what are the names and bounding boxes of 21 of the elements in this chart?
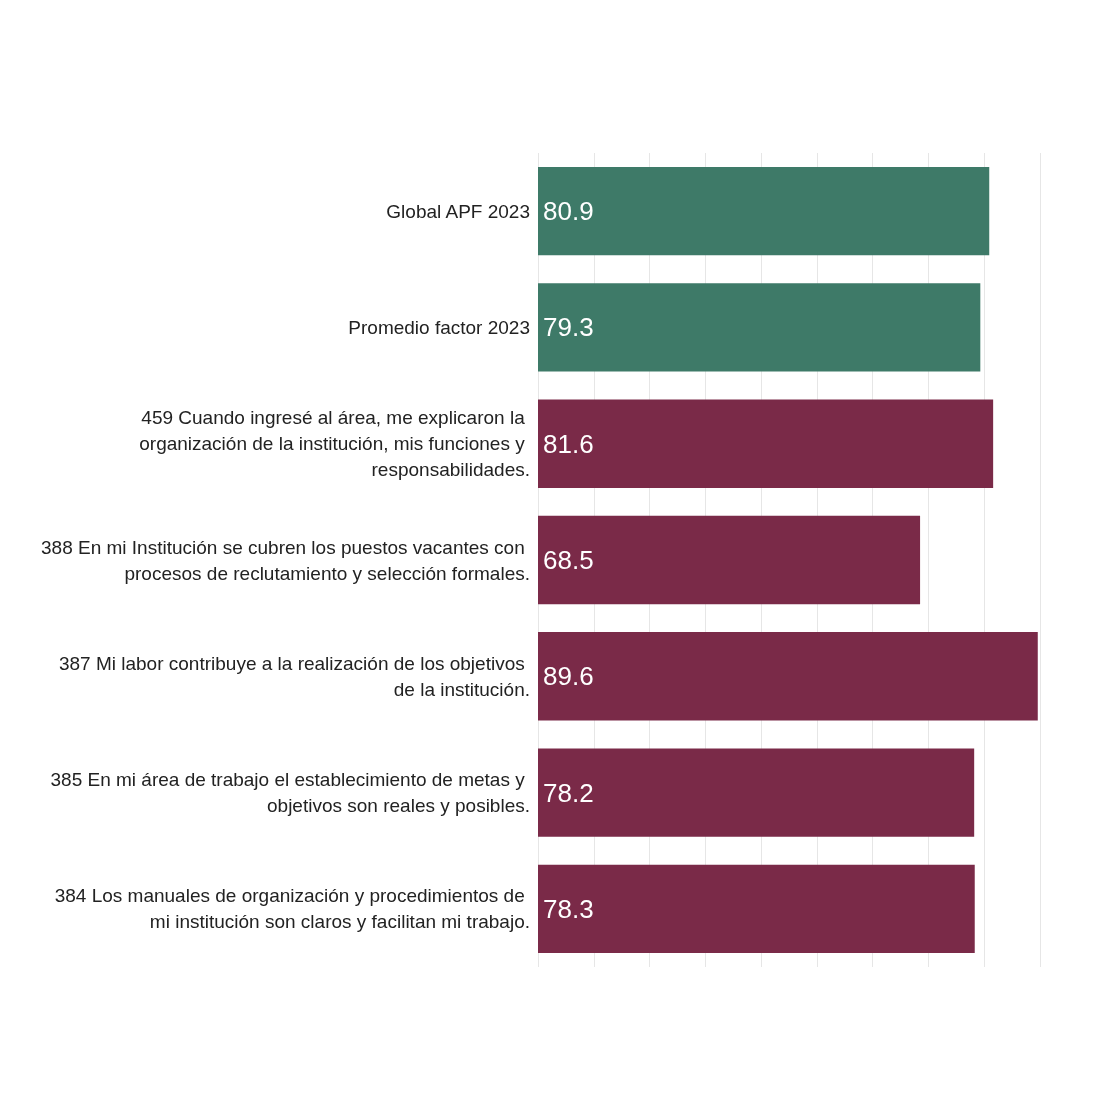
bar	[538, 515, 921, 605]
bar	[538, 632, 1038, 721]
y-tick-label: 384 Los manuales de organización y procedimientos de mi institución son claros y facilitan mi trabajo.	[54, 885, 530, 933]
data-label: 81.6	[543, 428, 594, 459]
y-tick-label: 388 En mi Institución se cubren los puestos vacantes con procesos de reclutamiento y selección formales.	[41, 536, 530, 584]
bar	[538, 166, 990, 256]
y-tick-label: 385 En mi área de trabajo el establecimiento de metas y objetivos son reales y posibles.	[50, 769, 530, 817]
data-label: 68.5	[543, 545, 594, 575]
y-tick-label: Promedio factor 2023	[348, 316, 530, 338]
data-label: 78.3	[543, 893, 594, 924]
data-label: 78.2	[543, 777, 594, 808]
data-label: 79.3	[543, 312, 594, 343]
bar	[538, 283, 981, 372]
data-label: 89.6	[543, 661, 594, 692]
bar	[538, 748, 975, 837]
y-tick-label: 387 Mi labor contribuye a la realización de los objetivos de la institución.	[58, 652, 530, 700]
bar	[538, 399, 994, 488]
y-tick-label: 459 Cuando ingresé al área, me explicaron la organización de la institución, mis funciones y responsabilidades.	[139, 407, 530, 481]
y-tick-label: Global APF 2023	[386, 200, 530, 222]
data-label: 80.9	[543, 196, 594, 227]
bar	[538, 864, 975, 954]
